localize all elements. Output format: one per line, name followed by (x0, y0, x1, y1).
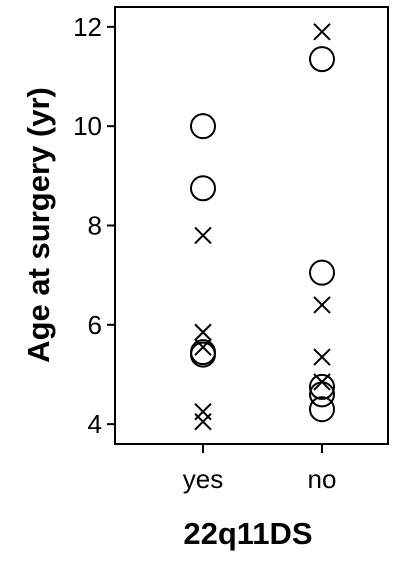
y-tick-label: 12 (73, 12, 102, 42)
circle-marker (190, 113, 216, 140)
cross-marker (313, 23, 331, 41)
cross-marker (194, 412, 212, 431)
cross-marker (194, 323, 212, 341)
y-axis-title: Age at surgery (yr) (21, 87, 56, 363)
y-tick-label: 10 (73, 111, 102, 141)
circle-marker (309, 396, 335, 423)
x-axis-title: 22q11DS (183, 516, 312, 551)
y-tick-label: 6 (88, 310, 102, 340)
x-tick-label: yes (183, 464, 223, 494)
cross-marker (194, 226, 212, 245)
y-tick-label: 8 (88, 211, 102, 241)
x-axis: yes no (183, 444, 337, 494)
cross-marker (313, 296, 331, 314)
circle-marker (190, 341, 216, 368)
circle-marker (309, 259, 335, 286)
circle-marker (309, 373, 335, 400)
circle-marker (190, 175, 216, 202)
cross-marker (313, 348, 331, 366)
cross-marker (313, 373, 331, 391)
data-points (190, 23, 335, 431)
x-tick-label: no (308, 464, 337, 494)
circle-marker (190, 339, 216, 366)
circle-marker (309, 46, 335, 73)
y-axis: 4 6 8 10 12 (73, 12, 115, 439)
cross-marker (194, 338, 212, 356)
plot-frame (114, 6, 389, 445)
y-tick-label: 4 (88, 409, 102, 439)
